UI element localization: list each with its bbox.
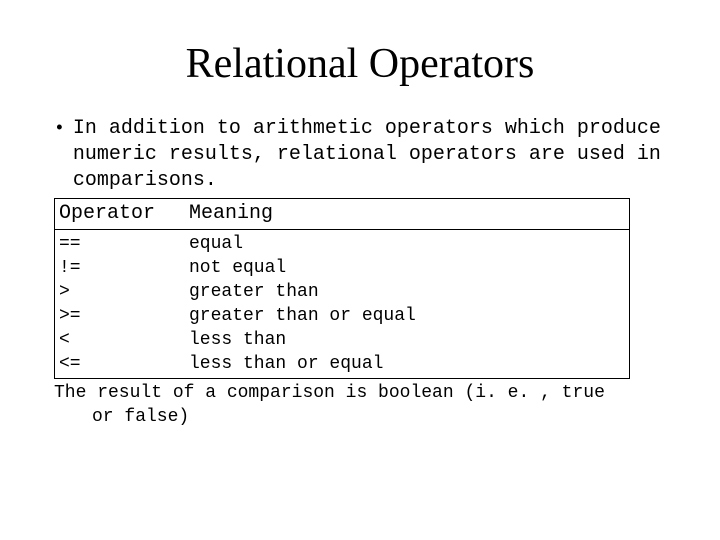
- meaning-cell: less than: [189, 328, 625, 352]
- bullet-text: In addition to arithmetic operators whic…: [73, 116, 670, 194]
- meaning-cell: greater than: [189, 280, 625, 304]
- operator-cell: !=: [59, 256, 189, 280]
- page-title: Relational Operators: [50, 40, 670, 88]
- header-meaning: Meaning: [189, 201, 625, 227]
- operator-cell: >=: [59, 304, 189, 328]
- operator-table: Operator Meaning ==equal!=not equal>grea…: [54, 198, 630, 379]
- bullet-dot-icon: •: [54, 116, 65, 142]
- table-row: >=greater than or equal: [59, 304, 625, 328]
- operator-cell: <: [59, 328, 189, 352]
- table-row: <less than: [59, 328, 625, 352]
- meaning-cell: less than or equal: [189, 352, 625, 376]
- footer-text: The result of a comparison is boolean (i…: [54, 381, 670, 429]
- table-row: !=not equal: [59, 256, 625, 280]
- footer-line-2: or false): [54, 407, 189, 427]
- table-body: ==equal!=not equal>greater than>=greater…: [55, 230, 629, 378]
- table-header-row: Operator Meaning: [55, 199, 629, 230]
- header-operator: Operator: [59, 201, 189, 227]
- footer-line-1: The result of a comparison is boolean (i…: [54, 383, 605, 403]
- operator-cell: ==: [59, 232, 189, 256]
- operator-cell: >: [59, 280, 189, 304]
- operator-cell: <=: [59, 352, 189, 376]
- bullet-item: • In addition to arithmetic operators wh…: [50, 116, 670, 194]
- meaning-cell: equal: [189, 232, 625, 256]
- table-row: <=less than or equal: [59, 352, 625, 376]
- meaning-cell: greater than or equal: [189, 304, 625, 328]
- table-row: >greater than: [59, 280, 625, 304]
- table-row: ==equal: [59, 232, 625, 256]
- meaning-cell: not equal: [189, 256, 625, 280]
